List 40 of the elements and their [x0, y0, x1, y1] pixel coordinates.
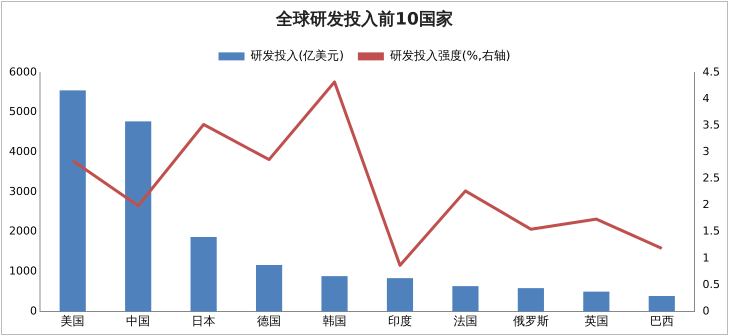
x-tick-label: 俄罗斯 [512, 314, 549, 328]
y-tick-label: 5000 [8, 105, 37, 118]
y2-tick-label: 1.5 [702, 224, 720, 238]
y-tick-label: 4000 [8, 144, 37, 158]
y2-tick-label: 3 [702, 144, 710, 158]
legend-label: 研发投入强度(%,右轴) [390, 48, 510, 63]
y2-tick-label: 0 [702, 304, 710, 318]
bar [452, 286, 479, 312]
y2-tick-label: 1 [702, 251, 710, 264]
y-tick-label: 3000 [8, 184, 37, 198]
x-tick-label: 巴西 [650, 314, 674, 328]
y2-tick-label: 2.5 [702, 172, 720, 185]
y2-tick-label: 3.5 [702, 118, 720, 132]
x-tick-label: 中国 [126, 314, 150, 328]
bar [321, 276, 348, 312]
bar [256, 264, 282, 312]
bar [190, 237, 217, 312]
y-tick-label: 1000 [8, 264, 37, 278]
y-tick-label: 6000 [8, 65, 37, 78]
x-tick-label: 韩国 [322, 314, 347, 328]
y-tick-label: 2000 [8, 224, 37, 238]
bar [386, 278, 414, 312]
x-tick-label: 日本 [192, 314, 216, 328]
y2-tick-label: 4 [702, 92, 710, 105]
bar [518, 288, 544, 312]
bar [60, 90, 86, 312]
y2-tick-label: 0.5 [702, 278, 720, 291]
x-tick-label: 法国 [453, 314, 478, 328]
x-tick-label: 印度 [388, 314, 412, 328]
y-tick-label: 0 [30, 304, 37, 318]
chart-title: 全球研发投入前10国家 [275, 10, 453, 30]
bar [125, 121, 152, 312]
legend-label: 研发投入(亿美元) [250, 48, 344, 63]
x-tick-label: 德国 [257, 314, 282, 328]
x-tick-label: 英国 [584, 314, 608, 328]
bar [648, 296, 675, 312]
y2-tick-label: 4.5 [702, 65, 720, 78]
y2-tick-label: 2 [702, 198, 710, 212]
bar [583, 292, 610, 312]
x-tick-label: 美国 [60, 314, 85, 328]
